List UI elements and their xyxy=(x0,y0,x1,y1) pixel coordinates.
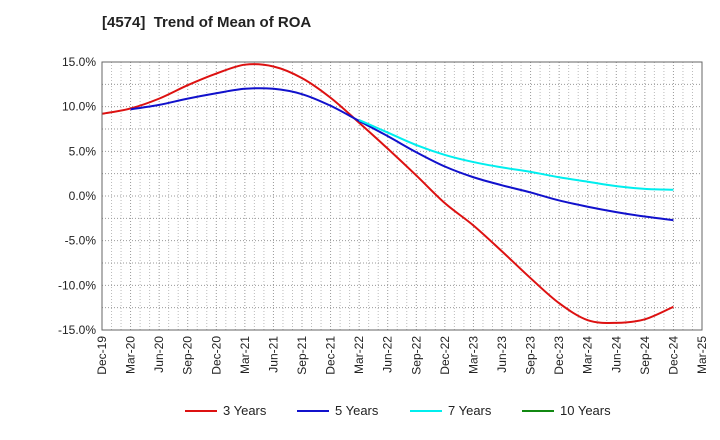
y-tick-label: -10.0% xyxy=(58,278,96,292)
x-tick-label: Dec-22 xyxy=(438,336,452,375)
x-tick-label: Dec-21 xyxy=(324,336,338,375)
x-axis: Dec-19 Mar-20 Jun-20 Sep-20 Dec-20 Mar-21 Jun-… xyxy=(95,336,709,375)
y-tick-label: 15.0% xyxy=(62,55,96,69)
series-line-3-years xyxy=(101,63,674,324)
plot-frame xyxy=(101,61,703,331)
grid xyxy=(101,61,703,331)
x-tick-label: Sep-23 xyxy=(524,336,538,375)
x-tick-label: Sep-20 xyxy=(181,336,195,375)
x-tick-label: Dec-19 xyxy=(95,336,109,375)
x-tick-label: Mar-23 xyxy=(466,336,480,374)
x-tick-label: Dec-24 xyxy=(666,336,680,375)
x-tick-label: Mar-21 xyxy=(238,336,252,374)
x-tick-label: Jun-20 xyxy=(152,336,166,373)
legend-label: 5 Years xyxy=(335,403,379,418)
x-tick-label: Sep-22 xyxy=(409,336,423,375)
x-tick-label: Dec-20 xyxy=(209,336,223,375)
legend-label: 10 Years xyxy=(560,403,611,418)
series-layer xyxy=(101,63,674,324)
x-tick-label: Dec-23 xyxy=(552,336,566,375)
x-tick-label: Mar-25 xyxy=(695,336,709,374)
x-tick-label: Jun-24 xyxy=(609,336,623,373)
chart-title: [4574] Trend of Mean of ROA xyxy=(102,14,312,31)
y-tick-label: -15.0% xyxy=(58,323,96,337)
y-tick-label: -5.0% xyxy=(65,234,97,248)
x-tick-label: Mar-24 xyxy=(581,336,595,374)
x-tick-label: Sep-21 xyxy=(295,336,309,375)
series-line-5-years xyxy=(130,87,674,222)
legend-label: 3 Years xyxy=(223,403,267,418)
legend-label: 7 Years xyxy=(448,403,492,418)
x-tick-label: Jun-23 xyxy=(495,336,509,373)
x-tick-label: Sep-24 xyxy=(638,336,652,375)
y-tick-label: 5.0% xyxy=(69,144,97,158)
series-line-7-years xyxy=(358,119,674,191)
y-tick-label: 0.0% xyxy=(69,189,97,203)
x-tick-label: Mar-22 xyxy=(352,336,366,374)
y-tick-label: 10.0% xyxy=(62,100,96,114)
legend: 3 Years 5 Years 7 Years 10 Years xyxy=(185,403,611,418)
x-tick-label: Jun-22 xyxy=(381,336,395,373)
y-axis: 15.0% 10.0% 5.0% 0.0% -5.0% -10.0% -15.0% xyxy=(58,55,96,337)
x-tick-label: Jun-21 xyxy=(266,336,280,373)
x-tick-label: Mar-20 xyxy=(124,336,138,374)
